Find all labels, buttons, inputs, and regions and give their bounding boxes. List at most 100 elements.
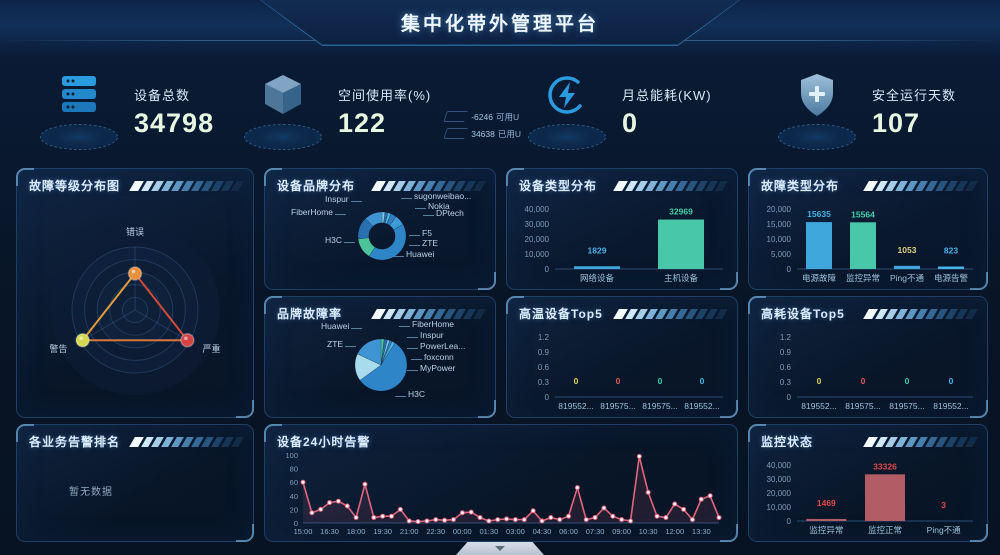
pie-label: F5 bbox=[409, 228, 432, 238]
svg-text:30,000: 30,000 bbox=[767, 475, 792, 484]
brand-donut-chart: Inspur FiberHome H3C sugonweibao... Noki… bbox=[269, 191, 491, 287]
pie-label: sugonweibao... bbox=[401, 191, 471, 201]
svg-text:40,000: 40,000 bbox=[525, 205, 550, 214]
svg-text:819575...: 819575... bbox=[845, 401, 880, 411]
panel-brand-distribution: 设备品牌分布 Inspur FiberHome H3C sugonweibao.… bbox=[264, 168, 496, 290]
svg-text:15635: 15635 bbox=[807, 209, 831, 219]
collapse-tab[interactable] bbox=[456, 542, 544, 555]
pie-label: H3C bbox=[395, 389, 425, 399]
svg-text:30,000: 30,000 bbox=[525, 220, 550, 229]
svg-text:819552...: 819552... bbox=[933, 401, 968, 411]
svg-text:10,000: 10,000 bbox=[767, 235, 792, 244]
panel-title: 设备品牌分布 bbox=[277, 178, 356, 193]
svg-text:16:30: 16:30 bbox=[320, 527, 339, 536]
kpi-label: 安全运行天数 bbox=[872, 88, 957, 103]
svg-text:0: 0 bbox=[787, 517, 792, 526]
available-u: -6246 可用U bbox=[443, 111, 521, 123]
pie-label: H3C bbox=[325, 235, 355, 245]
svg-text:01:30: 01:30 bbox=[479, 527, 498, 536]
svg-text:22:30: 22:30 bbox=[426, 527, 445, 536]
used-u: 34638 已用U bbox=[443, 128, 521, 140]
svg-text:20,000: 20,000 bbox=[767, 489, 792, 498]
space-usage-details: -6246 可用U 34638 已用U bbox=[443, 111, 521, 140]
panel-title: 设备24小时告警 bbox=[277, 434, 371, 449]
kpi-value: 122 bbox=[338, 108, 387, 138]
svg-text:0: 0 bbox=[700, 376, 705, 386]
svg-text:0: 0 bbox=[817, 376, 822, 386]
panel-brand-fault-rate: 品牌故障率 Huawei ZTE FiberHome Inspur PowerL… bbox=[264, 296, 496, 418]
panel-24h-alarms: 设备24小时告警 0 20 40 60 80 100 15:00 16:30 18:00 19:3… bbox=[264, 424, 738, 542]
svg-text:主机设备: 主机设备 bbox=[664, 273, 699, 283]
chevron-down-icon bbox=[495, 546, 505, 551]
brand-fault-pie-chart: Huawei ZTE FiberHome Inspur PowerLea... … bbox=[269, 319, 491, 415]
pie-label: Inspur bbox=[325, 194, 362, 204]
pie-label: Inspur bbox=[407, 330, 444, 340]
panel-monitor-status: 监控状态 0 10,000 20,000 30,000 40,000 1469 监控异常 33… bbox=[748, 424, 988, 542]
svg-text:0.6: 0.6 bbox=[780, 363, 792, 372]
svg-text:823: 823 bbox=[944, 246, 958, 256]
svg-text:40: 40 bbox=[290, 492, 298, 501]
svg-text:Ping不通: Ping不通 bbox=[890, 273, 925, 283]
stripe-decoration bbox=[371, 309, 486, 319]
svg-text:819552...: 819552... bbox=[684, 401, 719, 411]
high-temp-bar-chart: 0 0.3 0.6 0.9 1.2 0 819552... 0 819575... 0 819575… bbox=[511, 321, 733, 415]
pie-label: FiberHome bbox=[399, 319, 454, 329]
kpi-device-total: 设备总数 34798 bbox=[38, 62, 214, 162]
svg-text:40,000: 40,000 bbox=[767, 461, 792, 470]
kpi-label: 空间使用率(%) bbox=[338, 88, 432, 103]
bracket-icon bbox=[443, 111, 469, 122]
panel-fault-type: 故障类型分布 0 5,000 10,000 15,000 20,000 15635 电源故障… bbox=[748, 168, 988, 290]
high-power-bar-chart: 0 0.3 0.6 0.9 1.2 0 819552... 0 819575... 0 819575… bbox=[753, 321, 983, 415]
icon-platform bbox=[40, 124, 118, 150]
panel-high-temp-top5: 高温设备Top5 0 0.3 0.6 0.9 1.2 0 819552... 0 819575.… bbox=[506, 296, 738, 418]
svg-text:0.3: 0.3 bbox=[538, 378, 550, 387]
panel-title: 故障类型分布 bbox=[761, 178, 840, 193]
svg-text:电源故障: 电源故障 bbox=[802, 273, 837, 283]
svg-text:电源告警: 电源告警 bbox=[934, 273, 969, 283]
svg-text:监控异常: 监控异常 bbox=[809, 525, 843, 535]
pie-label: MyPower bbox=[407, 363, 455, 373]
svg-text:0.9: 0.9 bbox=[538, 348, 550, 357]
svg-text:20,000: 20,000 bbox=[767, 205, 792, 214]
kpi-label: 月总能耗(KW) bbox=[622, 88, 712, 103]
svg-text:Ping不通: Ping不通 bbox=[927, 525, 962, 535]
panel-title: 品牌故障率 bbox=[277, 306, 343, 321]
stripe-decoration bbox=[863, 437, 978, 447]
svg-text:33326: 33326 bbox=[873, 461, 897, 471]
svg-text:10,000: 10,000 bbox=[767, 503, 792, 512]
svg-text:1053: 1053 bbox=[898, 245, 917, 255]
svg-text:15564: 15564 bbox=[851, 209, 875, 219]
svg-text:1.2: 1.2 bbox=[538, 333, 550, 342]
svg-text:网络设备: 网络设备 bbox=[580, 273, 615, 283]
pie-label: Huawei bbox=[393, 249, 434, 259]
kpi-value: 34798 bbox=[134, 108, 215, 138]
svg-text:10:30: 10:30 bbox=[639, 527, 658, 536]
server-icon bbox=[38, 66, 120, 158]
panel-device-type: 设备类型分布 0 10,000 20,000 30,000 40,000 1829 网络设备… bbox=[506, 168, 738, 290]
svg-text:20,000: 20,000 bbox=[525, 235, 550, 244]
svg-text:32969: 32969 bbox=[669, 207, 693, 217]
pie-label: FiberHome bbox=[291, 207, 346, 217]
svg-text:0: 0 bbox=[545, 393, 550, 402]
panel-title: 故障等级分布图 bbox=[29, 178, 121, 193]
svg-text:19:30: 19:30 bbox=[373, 527, 392, 536]
kpi-space-usage: 空间使用率(%) 122 -6246 可用U 34638 已用U bbox=[242, 62, 521, 162]
svg-text:1829: 1829 bbox=[588, 245, 607, 255]
panel-title: 高耗设备Top5 bbox=[761, 306, 845, 321]
icon-platform bbox=[244, 124, 322, 150]
bracket-icon bbox=[443, 128, 469, 139]
svg-text:0: 0 bbox=[294, 519, 298, 528]
svg-text:5,000: 5,000 bbox=[771, 250, 792, 259]
fault-type-bar-chart: 0 5,000 10,000 15,000 20,000 15635 电源故障 15564 监控… bbox=[753, 193, 983, 287]
pie-label: PowerLea... bbox=[407, 341, 465, 351]
svg-text:15:00: 15:00 bbox=[294, 527, 313, 536]
panel-title: 监控状态 bbox=[761, 434, 814, 449]
svg-text:0: 0 bbox=[861, 376, 866, 386]
svg-text:0.3: 0.3 bbox=[780, 378, 792, 387]
pie-label: ZTE bbox=[409, 238, 438, 248]
svg-text:警告: 警告 bbox=[49, 343, 67, 354]
svg-text:819575...: 819575... bbox=[889, 401, 924, 411]
icon-platform bbox=[778, 124, 856, 150]
svg-text:3: 3 bbox=[941, 500, 946, 510]
pie-label: Huawei bbox=[321, 321, 362, 331]
